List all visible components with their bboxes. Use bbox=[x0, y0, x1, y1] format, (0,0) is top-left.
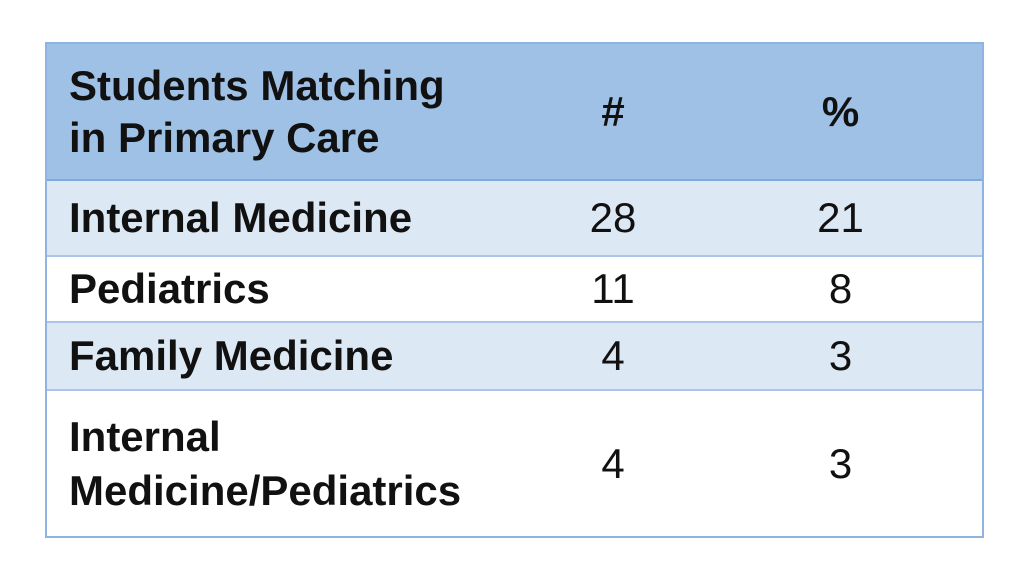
table-body: Internal Medicine 28 21 Pediatrics 11 8 … bbox=[47, 180, 982, 536]
row-percent: 3 bbox=[828, 332, 853, 379]
table-header: Students Matching in Primary Care # % bbox=[47, 44, 982, 181]
row-percent: 3 bbox=[828, 439, 853, 487]
row-count: 11 bbox=[591, 265, 635, 312]
table-row: Pediatrics 11 8 bbox=[47, 256, 982, 322]
header-specialty-line2: in Primary Care bbox=[69, 113, 380, 161]
row-count: 4 bbox=[601, 332, 625, 379]
row-specialty-line1: Internal bbox=[69, 412, 221, 460]
table-row: Family Medicine 4 3 bbox=[47, 322, 982, 390]
row-count: 28 bbox=[589, 194, 637, 241]
header-percent: % bbox=[735, 44, 982, 181]
row-specialty: Internal Medicine bbox=[69, 194, 413, 241]
row-specialty: Pediatrics bbox=[69, 265, 270, 312]
row-specialty-line2: Medicine/Pediatrics bbox=[69, 466, 462, 514]
row-percent: 21 bbox=[817, 194, 864, 241]
row-specialty: Internal Medicine/Pediatrics bbox=[47, 390, 523, 536]
row-percent: 8 bbox=[828, 265, 853, 312]
table-row: Internal Medicine/Pediatrics 4 3 bbox=[47, 390, 982, 536]
table-row: Internal Medicine 28 21 bbox=[47, 180, 982, 256]
row-specialty: Family Medicine bbox=[69, 332, 394, 379]
header-specialty: Students Matching in Primary Care bbox=[47, 44, 523, 181]
header-count: # bbox=[523, 44, 735, 181]
header-row: Students Matching in Primary Care # % bbox=[47, 44, 982, 181]
header-specialty-line1: Students Matching bbox=[69, 61, 445, 109]
primary-care-match-table: Students Matching in Primary Care # % Int… bbox=[45, 42, 984, 538]
row-count: 4 bbox=[601, 439, 625, 487]
data-table: Students Matching in Primary Care # % Int… bbox=[47, 44, 982, 536]
